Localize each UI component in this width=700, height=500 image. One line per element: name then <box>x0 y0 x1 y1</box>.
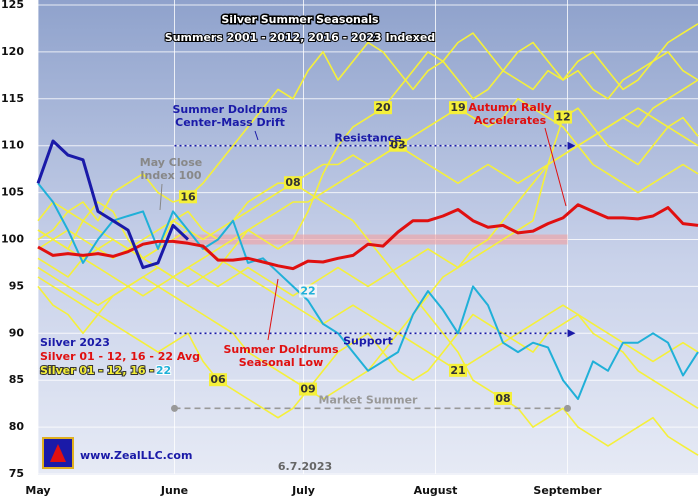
line-label-box <box>494 391 512 405</box>
line-label: 09 <box>300 383 315 396</box>
line-label-box <box>374 101 392 115</box>
reference-end <box>171 404 178 412</box>
chart-subtitle: Summers 2001 - 2012, 2016 - 2023 Indexed <box>165 31 435 44</box>
reference-label: Resistance <box>334 132 401 145</box>
annotation: Summer Doldrums <box>224 343 339 356</box>
chart-title: Silver Summer Seasonals <box>221 13 379 26</box>
line-label-box <box>299 284 317 298</box>
line-label: 08 <box>495 392 510 405</box>
legend-label: Silver 2023 <box>40 336 110 349</box>
line-label-box <box>284 176 302 190</box>
annotation: Seasonal Low <box>239 356 324 369</box>
y-tick-label: 90 <box>9 326 25 339</box>
annotation: Index 100 <box>140 169 201 182</box>
y-tick-label: 105 <box>1 186 24 199</box>
line-label-box <box>299 382 317 396</box>
annotation: Accelerates <box>474 114 547 127</box>
series-line <box>37 276 699 419</box>
date: 6.7.2023 <box>278 460 332 473</box>
series-line <box>37 107 699 297</box>
line-label-box <box>554 110 572 124</box>
legend-label: 22 <box>156 364 171 377</box>
line-label: 08 <box>285 176 300 189</box>
website: www.ZealLLC.com <box>80 449 192 462</box>
annotation-arrow <box>544 127 567 207</box>
series-line <box>37 98 699 278</box>
series-line <box>37 23 699 335</box>
line-label: 19 <box>450 101 465 114</box>
y-tick-label: 80 <box>9 420 25 433</box>
annotation: Center-Mass Drift <box>175 116 285 129</box>
reference-arrow <box>567 141 576 150</box>
reference-label: Support <box>343 334 393 347</box>
series-line <box>37 182 699 400</box>
annotation-arrow <box>254 130 259 141</box>
reference-arrow <box>567 329 576 338</box>
annotation-arrow <box>159 183 163 211</box>
line-label: 22 <box>300 284 315 297</box>
y-tick-label: 75 <box>9 467 24 480</box>
legend-label: Silver 01 - 12, 16 - 22 Avg <box>40 350 200 363</box>
annotation: Summer Doldrums <box>173 103 288 116</box>
line-label-box <box>179 190 197 204</box>
y-tick-label: 100 <box>1 233 24 246</box>
line-label: 03 <box>390 139 405 152</box>
logo-mark <box>50 444 66 462</box>
line-label-box <box>209 373 227 387</box>
y-tick-label: 120 <box>1 45 24 58</box>
series-line <box>37 41 699 241</box>
index-band <box>174 234 568 245</box>
annotation: May Close <box>140 156 202 169</box>
series-line <box>37 203 699 271</box>
line-label: 12 <box>555 111 570 124</box>
legend-label: Silver 01 - 12, 16 - <box>40 364 154 377</box>
annotation-arrow <box>267 278 279 341</box>
line-label: 21 <box>450 364 465 377</box>
line-label-box <box>449 101 467 115</box>
y-tick-label: 125 <box>1 0 24 11</box>
x-tick-label: September <box>533 484 602 497</box>
y-tick-label: 95 <box>9 279 24 292</box>
line-label-box <box>449 363 467 377</box>
y-tick-label: 85 <box>9 373 24 386</box>
line-label: 06 <box>210 373 226 386</box>
line-label: 16 <box>180 190 196 203</box>
y-tick-label: 110 <box>1 139 24 152</box>
series-line <box>37 182 699 456</box>
x-tick-label: August <box>414 484 458 497</box>
line-label: 20 <box>375 101 391 114</box>
annotation: Autumn Rally <box>468 101 551 114</box>
reference-label: Market Summer <box>319 393 419 406</box>
y-tick-label: 115 <box>1 92 24 105</box>
x-tick-label: July <box>291 484 315 497</box>
reference-end <box>564 404 571 412</box>
series-line <box>36 139 190 270</box>
x-tick-label: May <box>25 484 50 497</box>
line-label-box <box>389 138 407 152</box>
x-tick-label: June <box>160 484 188 497</box>
